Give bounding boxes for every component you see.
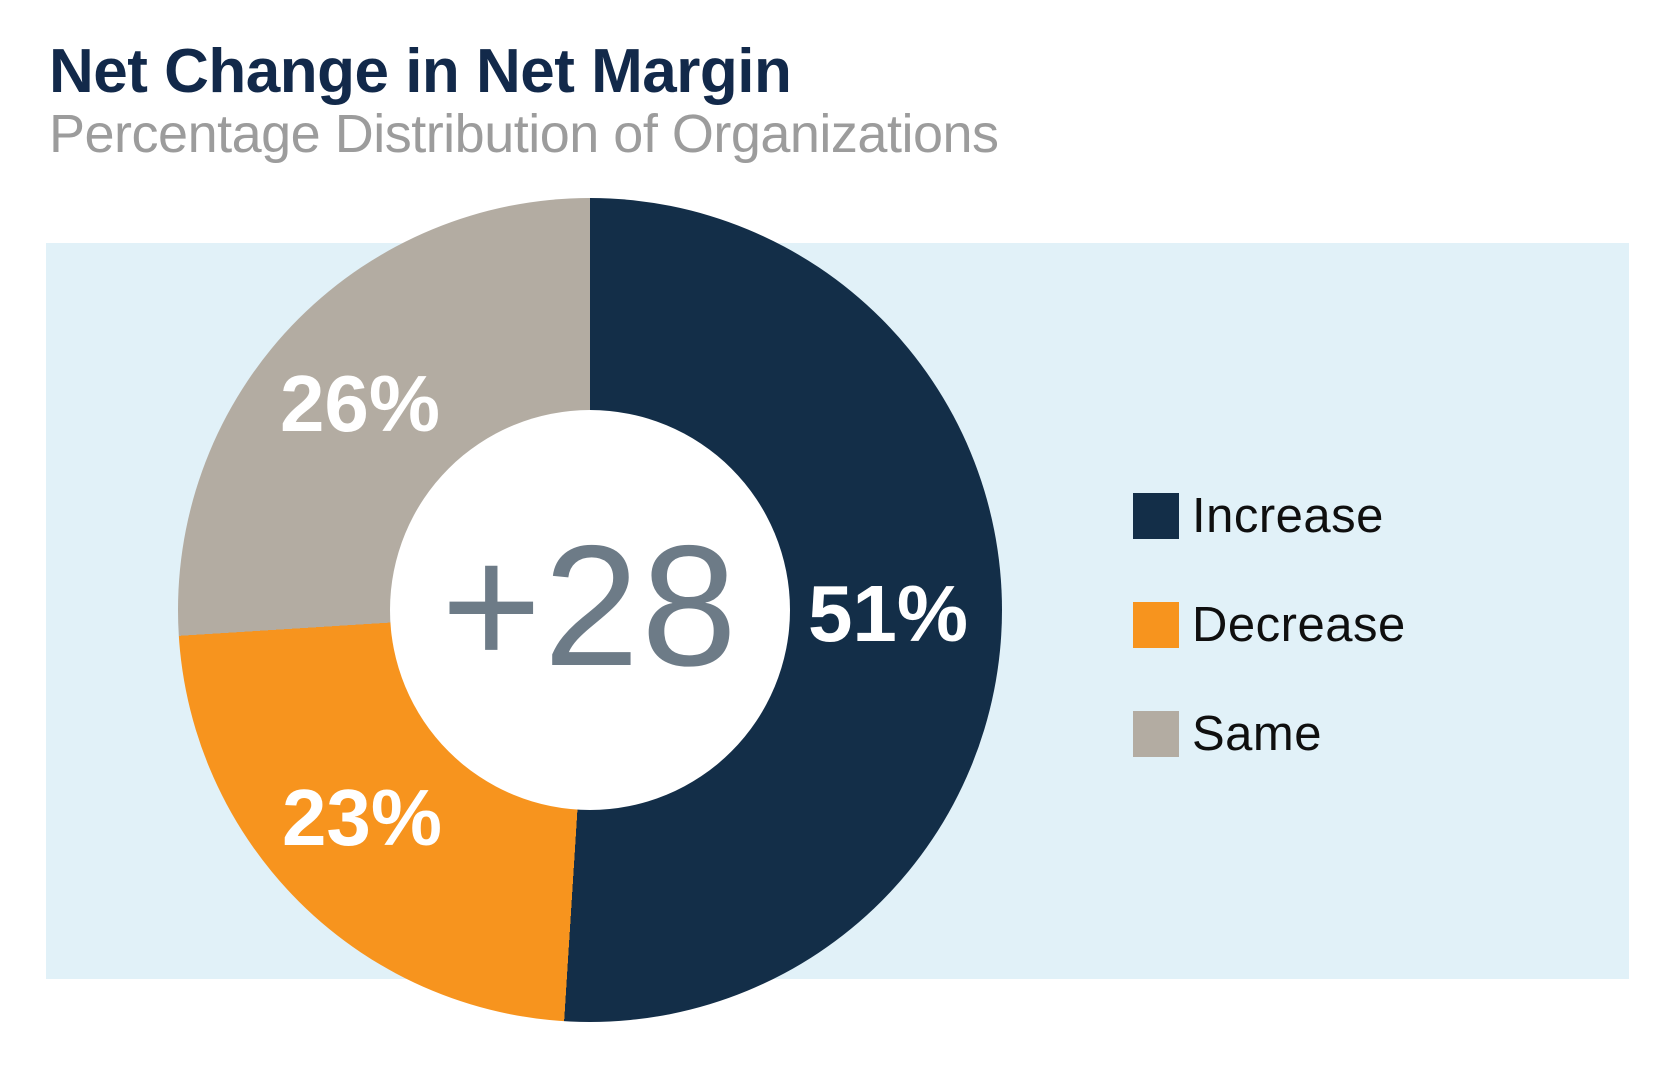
chart-legend: Increase Decrease Same: [1133, 488, 1406, 762]
segment-label-decrease: 23%: [281, 773, 443, 862]
legend-swatch-decrease: [1133, 602, 1179, 648]
donut-center-value: +28: [441, 510, 739, 702]
legend-swatch-same: [1133, 711, 1179, 757]
donut-center: +28: [390, 410, 790, 810]
page-subtitle: Percentage Distribution of Organizations: [49, 104, 999, 164]
legend-item-increase: Increase: [1133, 488, 1406, 544]
legend-swatch-increase: [1133, 493, 1179, 539]
legend-label-same: Same: [1192, 707, 1323, 761]
legend-label-decrease: Decrease: [1192, 598, 1406, 652]
legend-item-same: Same: [1133, 706, 1406, 762]
legend-label-increase: Increase: [1192, 489, 1384, 543]
segment-label-increase: 51%: [807, 569, 969, 658]
segment-label-same: 26%: [279, 359, 441, 448]
page-title: Net Change in Net Margin: [49, 37, 792, 106]
legend-item-decrease: Decrease: [1133, 597, 1406, 653]
